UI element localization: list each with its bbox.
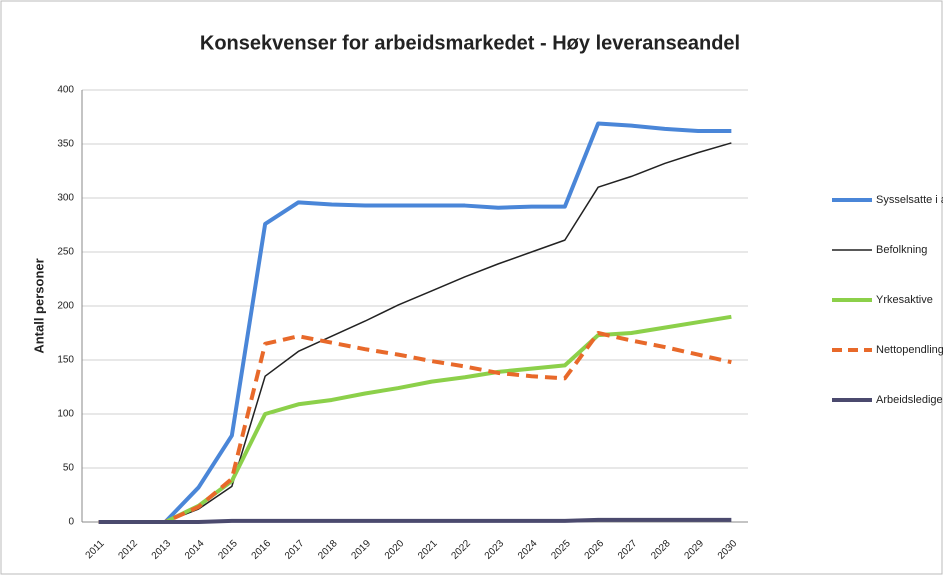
y-tick-label: 350 xyxy=(57,139,74,150)
legend-label: Arbeidsledige xyxy=(876,394,943,406)
series-line xyxy=(98,142,732,523)
legend-label: Befolkning xyxy=(876,244,927,256)
chart-title: Konsekvenser for arbeidsmarkedet - Høy l… xyxy=(200,32,740,54)
legend-label: Sysselsatte i alt xyxy=(876,194,943,206)
legend-label: Nettopendling xyxy=(876,344,943,356)
y-tick-label: 150 xyxy=(57,355,74,366)
legend-label: Yrkesaktive xyxy=(876,294,933,306)
y-tick-label: 250 xyxy=(57,247,74,258)
series-line xyxy=(98,314,732,524)
series-line xyxy=(98,517,732,524)
y-tick-label: 0 xyxy=(68,517,74,528)
series-line xyxy=(98,121,732,524)
y-tick-label: 50 xyxy=(63,463,75,474)
y-tick-label: 300 xyxy=(57,193,74,204)
y-tick-label: 200 xyxy=(57,301,74,312)
series-line xyxy=(98,331,732,524)
y-tick-label: 400 xyxy=(57,85,74,96)
y-tick-label: 100 xyxy=(57,409,74,420)
y-axis-label: Antall personer xyxy=(31,258,46,353)
